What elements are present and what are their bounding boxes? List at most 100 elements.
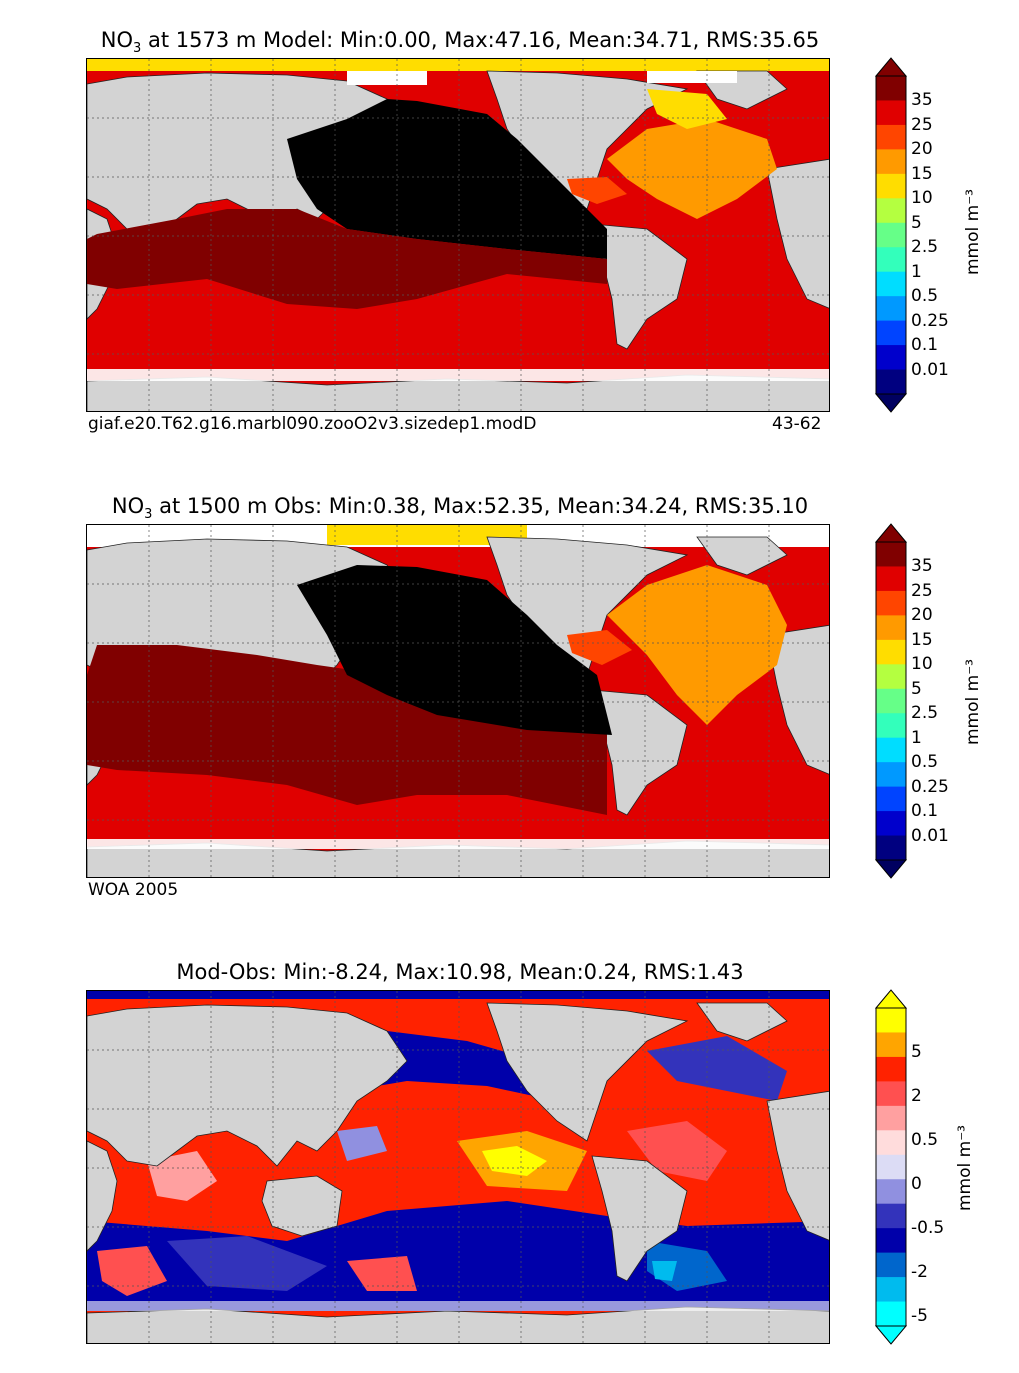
colorbar-segment — [876, 811, 906, 837]
colorbar-segment — [876, 100, 906, 126]
colorbar-over-triangle — [874, 989, 908, 1009]
colorbar-segment — [876, 1228, 906, 1254]
colorbar-segment — [876, 688, 906, 714]
colorbar-segment — [876, 1105, 906, 1131]
panel1-title: NO3 at 1573 m Model: Min:0.00, Max:47.16… — [100, 28, 820, 57]
colorbar-segment — [876, 198, 906, 224]
colorbar-tick-label: 0.01 — [911, 359, 949, 380]
colorbar-segment — [876, 1277, 906, 1303]
grid-lines — [87, 59, 829, 411]
colorbar-segment — [876, 1056, 906, 1082]
panel3-title: Mod-Obs: Min:-8.24, Max:10.98, Mean:0.24… — [176, 960, 744, 984]
colorbar-tick-label: 0.1 — [911, 335, 939, 356]
panel3-map-svg — [87, 991, 829, 1343]
panel1-map-svg — [87, 59, 829, 411]
colorbar-tick-label: 0.5 — [911, 286, 939, 307]
colorbar-tick-label: 25 — [911, 580, 933, 601]
panel1-colorbar-svg — [874, 57, 908, 413]
colorbar-segment — [876, 1301, 906, 1327]
colorbar-tick-label: 35 — [911, 90, 933, 111]
colorbar-segment — [876, 1203, 906, 1229]
panel2-map — [86, 524, 830, 878]
colorbar-tick-label: 0.1 — [911, 801, 939, 822]
colorbar-tick-label: 0.25 — [911, 310, 949, 331]
colorbar-tick-label: 10 — [911, 188, 933, 209]
panel2-caption-left: WOA 2005 — [88, 880, 179, 900]
colorbar-segment — [876, 222, 906, 248]
colorbar-over-triangle — [874, 57, 908, 77]
colorbar-segment — [876, 320, 906, 346]
colorbar-tick-label: 0.25 — [911, 776, 949, 797]
colorbar-tick-label: -2 — [911, 1262, 928, 1283]
panel3-colorbar-unit: mmol m⁻³ — [955, 1125, 975, 1211]
colorbar-tick-label: 2.5 — [911, 703, 939, 724]
panel2-map-svg — [87, 525, 829, 877]
arctic-yellow — [87, 59, 829, 71]
colorbar-segment — [876, 149, 906, 175]
colorbar-tick-label: 10 — [911, 654, 933, 675]
colorbar-segment — [876, 664, 906, 690]
colorbar-segment — [876, 1008, 906, 1033]
colorbar-segment — [876, 615, 906, 641]
panel2-colorbar-svg — [874, 523, 908, 879]
panel2-title: NO3 at 1500 m Obs: Min:0.38, Max:52.35, … — [111, 494, 809, 523]
colorbar-segment — [876, 835, 906, 861]
colorbar-segment — [876, 737, 906, 763]
colorbar-tick-label: -5 — [911, 1306, 928, 1327]
panel3-map — [86, 990, 830, 1344]
atlantic-orangered — [567, 177, 627, 204]
colorbar-under-triangle — [874, 1325, 908, 1345]
panel1-caption-left: giaf.e20.T62.g16.marbl090.zooO2v3.sizede… — [88, 414, 537, 434]
pacific-black — [287, 99, 607, 259]
colorbar-tick-label: 5 — [911, 212, 922, 233]
colorbar-segment — [876, 1032, 906, 1058]
colorbar-tick-label: 0.5 — [911, 752, 939, 773]
colorbar-segment — [876, 1179, 906, 1205]
panel1-colorbar — [874, 57, 908, 413]
colorbar-tick-label: 0.01 — [911, 825, 949, 846]
panel3-colorbar — [874, 989, 908, 1345]
colorbar-segment — [876, 566, 906, 592]
panel2-colorbar — [874, 523, 908, 879]
colorbar-segment — [876, 1252, 906, 1278]
colorbar-segment — [876, 590, 906, 616]
colorbar-tick-label: 1 — [911, 261, 922, 282]
panel3-colorbar-svg — [874, 989, 908, 1345]
colorbar-tick-label: 0 — [911, 1174, 922, 1195]
colorbar-tick-label: 15 — [911, 163, 933, 184]
colorbar-segment — [876, 786, 906, 812]
colorbar-segment — [876, 1130, 906, 1156]
land-africa-right — [766, 158, 829, 309]
colorbar-segment — [876, 247, 906, 273]
colorbar-segment — [876, 713, 906, 739]
colorbar-segment — [876, 542, 906, 567]
panel1-caption-right: 43-62 — [772, 414, 822, 434]
colorbar-tick-label: 35 — [911, 556, 933, 577]
colorbar-segment — [876, 296, 906, 322]
darkred-band — [87, 209, 607, 309]
panel1-map — [86, 58, 830, 412]
colorbar-tick-label: -0.5 — [911, 1218, 945, 1239]
colorbar-under-triangle — [874, 859, 908, 879]
colorbar-tick-label: 5 — [911, 1042, 922, 1063]
colorbar-segment — [876, 345, 906, 371]
colorbar-segment — [876, 1154, 906, 1180]
colorbar-segment — [876, 369, 906, 395]
colorbar-over-triangle — [874, 523, 908, 543]
atlantic-orange — [607, 119, 777, 219]
colorbar-tick-label: 1 — [911, 727, 922, 748]
colorbar-segment — [876, 124, 906, 150]
colorbar-tick-label: 0.5 — [911, 1130, 939, 1151]
colorbar-segment — [876, 762, 906, 788]
colorbar-tick-label: 2 — [911, 1086, 922, 1107]
colorbar-segment — [876, 639, 906, 665]
colorbar-tick-label: 20 — [911, 605, 933, 626]
colorbar-segment — [876, 76, 906, 101]
panel2-colorbar-unit: mmol m⁻³ — [963, 659, 983, 745]
colorbar-tick-label: 25 — [911, 114, 933, 135]
colorbar-segment — [876, 271, 906, 297]
colorbar-tick-label: 15 — [911, 629, 933, 650]
panel1-colorbar-unit: mmol m⁻³ — [963, 189, 983, 275]
colorbar-under-triangle — [874, 393, 908, 413]
colorbar-segment — [876, 1081, 906, 1107]
